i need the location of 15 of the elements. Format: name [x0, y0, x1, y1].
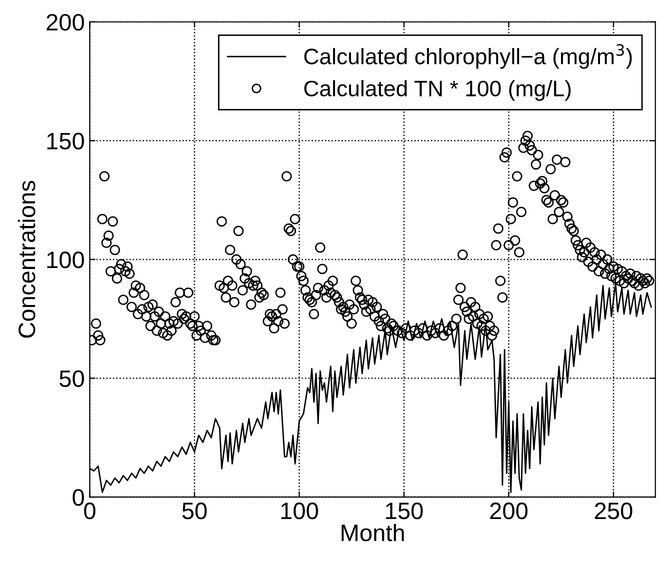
- y-tick-label: 0: [72, 489, 84, 506]
- x-tick-label: 100: [281, 502, 318, 520]
- y-tick-label: 200: [46, 14, 84, 31]
- y-axis-title: Concentrations: [18, 180, 36, 338]
- y-tick-label: 50: [60, 370, 84, 388]
- x-tick-label: 0: [84, 502, 96, 520]
- x-tick-label: 50: [182, 502, 207, 520]
- x-tick-label: 250: [594, 502, 632, 520]
- x-tick-label: 150: [386, 502, 423, 520]
- legend-label: Calculated chlorophyll−a (mg/m$^{3}$): [304, 44, 632, 69]
- y-tick-label: 100: [47, 252, 84, 268]
- y-tick-label: 150: [47, 132, 84, 150]
- legend-label: Calculated TN * 100 (mg/L): [304, 80, 571, 101]
- x-tick-label: 200: [490, 502, 528, 520]
- x-axis-title: Month: [342, 524, 404, 542]
